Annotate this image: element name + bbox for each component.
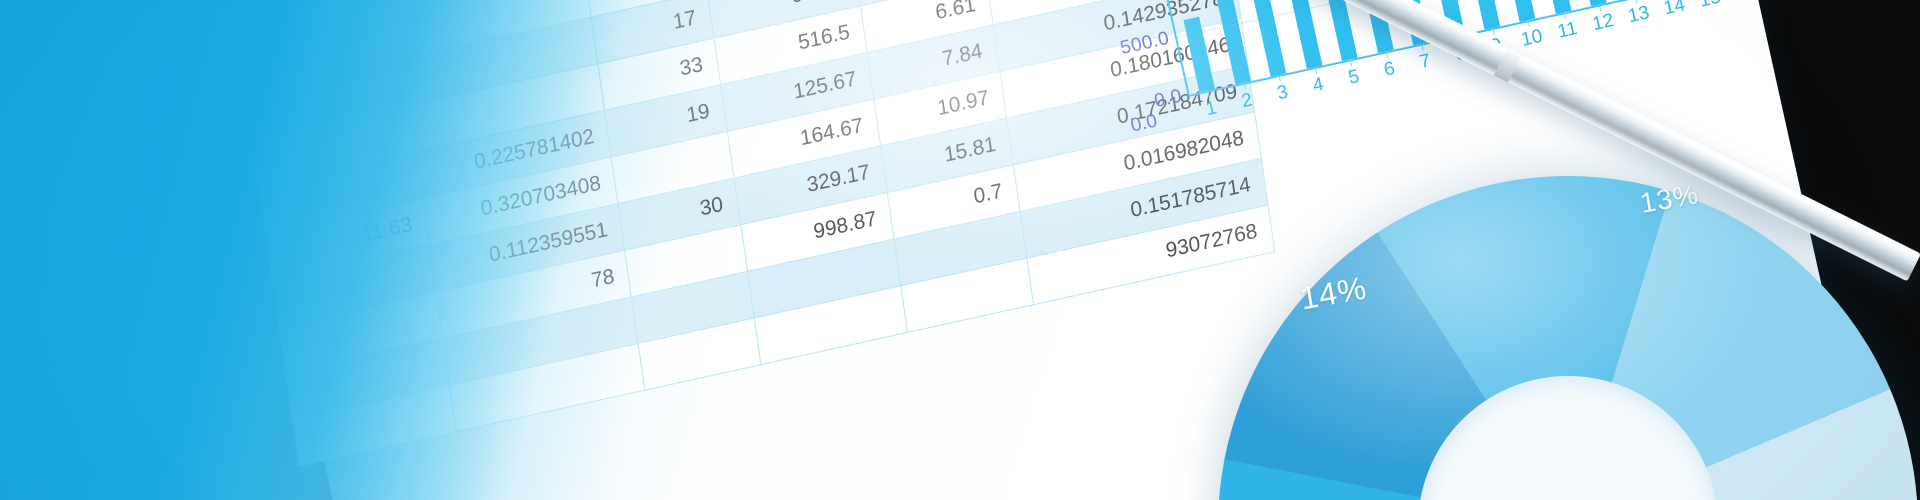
bar-chart-x-tick-label: 15 <box>1697 0 1723 13</box>
bar-chart-x-tick-label: 14 <box>1661 0 1687 20</box>
bar-chart-x-tick-label: 13 <box>1626 2 1652 28</box>
bar-chart-y-tick-label: 1,000.0 <box>1039 0 1159 16</box>
bar-chart-x-tick-label: 7 <box>1417 50 1433 74</box>
bar-chart-x-tick-label: 11 <box>1555 18 1580 43</box>
bar-chart-x-tick-label: 6 <box>1382 58 1397 81</box>
bar-chart-bar <box>1281 0 1323 69</box>
bar-chart-x-tick-label: 1 <box>1203 97 1219 121</box>
bar-chart-bar <box>1215 0 1251 85</box>
bar-chart-x-tick-label: 10 <box>1519 25 1545 51</box>
bar-chart-x-tick-label: 5 <box>1346 65 1362 89</box>
bar-chart-origin-label: 0.0 <box>1128 110 1160 137</box>
bar-chart-x-tick-label: 16 <box>1733 0 1759 5</box>
bar-chart-bar <box>1248 0 1287 77</box>
bar-chart-x-tick-mark <box>1634 0 1638 4</box>
bar-chart-x-tick-label: 3 <box>1275 81 1291 105</box>
bar-chart-y-tick-label: 0.0 <box>1152 85 1184 112</box>
bar-chart-x-tick-label: 2 <box>1239 89 1255 113</box>
bar-chart-x-tick-label: 12 <box>1590 10 1616 36</box>
bar-chart-x-tick-label: 4 <box>1310 73 1326 97</box>
bar-chart-y-tick-label: 500.0 <box>1118 27 1172 59</box>
